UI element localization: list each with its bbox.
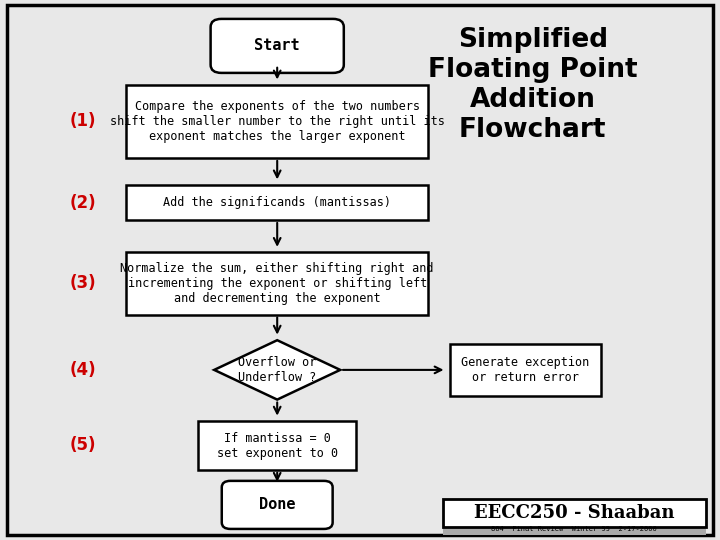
FancyBboxPatch shape xyxy=(443,512,706,535)
Text: 864  Final Review  Winter 99  2-17-2000: 864 Final Review Winter 99 2-17-2000 xyxy=(491,526,657,532)
Text: Overflow or
Underflow ?: Overflow or Underflow ? xyxy=(238,356,316,384)
FancyBboxPatch shape xyxy=(210,19,344,73)
Text: EECC250 - Shaaban: EECC250 - Shaaban xyxy=(474,504,675,522)
Text: Compare the exponents of the two numbers
shift the smaller number to the right u: Compare the exponents of the two numbers… xyxy=(109,100,445,143)
Text: Generate exception
or return error: Generate exception or return error xyxy=(462,356,590,384)
Text: Add the significands (mantissas): Add the significands (mantissas) xyxy=(163,196,391,209)
FancyBboxPatch shape xyxy=(126,85,428,158)
FancyBboxPatch shape xyxy=(126,252,428,314)
Text: If mantissa = 0
set exponent to 0: If mantissa = 0 set exponent to 0 xyxy=(217,431,338,460)
Text: (1): (1) xyxy=(70,112,96,131)
FancyBboxPatch shape xyxy=(198,421,356,470)
FancyBboxPatch shape xyxy=(450,345,601,395)
Text: Start: Start xyxy=(254,38,300,53)
Text: Done: Done xyxy=(259,497,295,512)
FancyBboxPatch shape xyxy=(222,481,333,529)
Text: (3): (3) xyxy=(70,274,96,293)
Text: Simplified
Floating Point
Addition
Flowchart: Simplified Floating Point Addition Flowc… xyxy=(428,27,638,143)
Polygon shape xyxy=(215,340,341,400)
FancyBboxPatch shape xyxy=(126,185,428,220)
Text: (4): (4) xyxy=(70,361,96,379)
FancyBboxPatch shape xyxy=(443,499,706,527)
Text: (5): (5) xyxy=(70,436,96,455)
Text: (2): (2) xyxy=(70,193,96,212)
Text: Normalize the sum, either shifting right and
incrementing the exponent or shifti: Normalize the sum, either shifting right… xyxy=(120,262,434,305)
